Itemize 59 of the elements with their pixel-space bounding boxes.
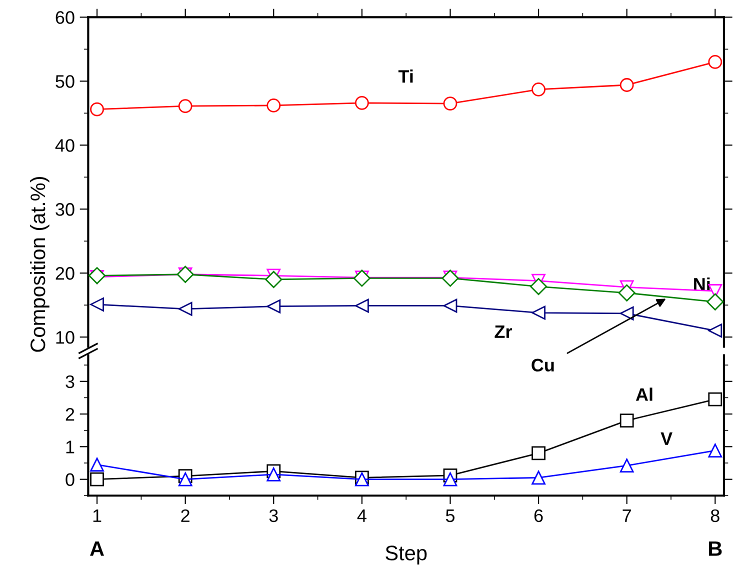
- point: [354, 96, 369, 110]
- point: [90, 458, 104, 472]
- point: [708, 55, 722, 69]
- point: [443, 472, 458, 486]
- point: [620, 306, 634, 320]
- text: Cu: [532, 358, 554, 372]
- point: [266, 98, 281, 112]
- series-label: Ti: [398, 70, 413, 83]
- point: [532, 306, 546, 320]
- text: B: [709, 541, 722, 556]
- x-tick-label: 3: [269, 509, 278, 522]
- x-axis-title: Step: [386, 546, 427, 565]
- y-tick-label: 2: [66, 408, 74, 421]
- point: [90, 472, 104, 486]
- x-tick-label: 2: [181, 509, 190, 522]
- x-tick-label: 1: [93, 510, 102, 522]
- point: [620, 414, 634, 428]
- point: [620, 78, 634, 92]
- x-tick-label: 6: [534, 509, 543, 522]
- series-label: Zr: [494, 325, 512, 338]
- point: [532, 82, 546, 96]
- point: [88, 267, 106, 284]
- point: [708, 324, 722, 338]
- y-tick-label: 40: [55, 139, 74, 152]
- y-tick-label: 0: [66, 473, 74, 486]
- point: [178, 472, 192, 486]
- x-tick-label: 4: [357, 510, 366, 522]
- x-tick-label: 7: [622, 510, 631, 522]
- y-tick-label: 10: [56, 331, 74, 344]
- point: [532, 470, 546, 485]
- point: [266, 299, 281, 314]
- point: [443, 96, 458, 110]
- point: [618, 284, 636, 302]
- point: [708, 392, 722, 406]
- point: [443, 298, 458, 313]
- y-tick-label: 60: [56, 11, 74, 24]
- x-tick-label: 8: [710, 509, 720, 522]
- y-tick-label: 20: [56, 267, 74, 280]
- text: A: [90, 541, 104, 556]
- y-tick-label: 3: [66, 375, 74, 388]
- point: [530, 278, 548, 296]
- y-tick-label: 1: [66, 440, 74, 454]
- point: [706, 293, 724, 310]
- point: [265, 270, 282, 288]
- point: [178, 302, 192, 316]
- y-tick-label: 50: [56, 75, 74, 88]
- y-axis-title: Composition (at.%): [30, 177, 50, 352]
- point: [708, 444, 722, 458]
- y-tick-label: 30: [56, 203, 74, 216]
- point: [90, 102, 104, 116]
- x-tick-label: 5: [446, 510, 455, 522]
- point: [354, 298, 369, 313]
- series-label: Al: [636, 388, 652, 401]
- point: [178, 99, 192, 114]
- point: [620, 458, 634, 473]
- point: [532, 446, 546, 460]
- point: [266, 467, 281, 482]
- series-label: V: [660, 432, 672, 445]
- point: [90, 297, 104, 312]
